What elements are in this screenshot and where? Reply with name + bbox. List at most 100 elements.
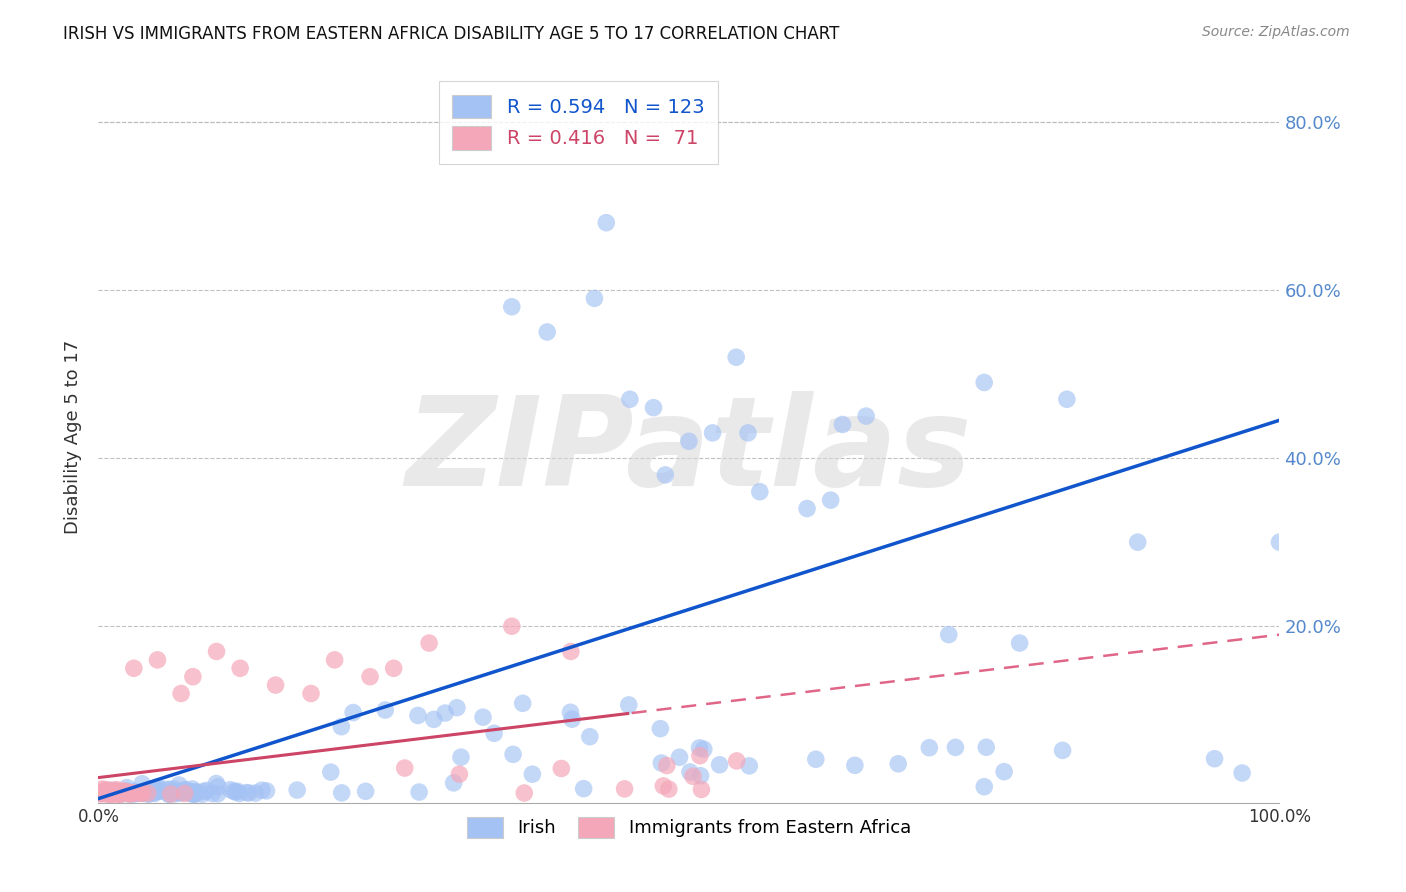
Point (97, 787, 120, 801)
Point (650, 756, 672, 770)
Point (690, 782, 713, 797)
Point (536, 325, 558, 339)
Point (184, 787, 207, 801)
Point (513, 786, 536, 800)
Point (112, 784, 135, 798)
Point (250, 783, 273, 797)
Point (170, 785, 193, 799)
Point (725, 350, 748, 364)
Point (725, 754, 748, 768)
Point (689, 769, 711, 783)
Point (973, 780, 995, 794)
Point (299, 686, 322, 700)
Point (918, 740, 941, 755)
Point (1056, 392, 1078, 407)
Point (748, 484, 770, 499)
Point (96, 785, 118, 799)
Point (219, 782, 242, 797)
Point (101, 783, 124, 797)
Point (619, 392, 641, 407)
Point (887, 756, 910, 771)
Point (354, 784, 377, 798)
Y-axis label: Disability Age 5 to 17: Disability Age 5 to 17 (63, 340, 82, 534)
Point (96, 786, 118, 800)
Point (184, 784, 207, 798)
Point (97, 784, 120, 798)
Point (131, 786, 153, 800)
Point (945, 740, 967, 755)
Point (91, 782, 114, 797)
Point (108, 787, 131, 801)
Point (449, 767, 471, 781)
Point (655, 758, 678, 772)
Point (89, 787, 111, 801)
Point (163, 781, 186, 796)
Point (128, 786, 150, 800)
Point (238, 786, 260, 800)
Point (118, 786, 141, 800)
Point (737, 425, 759, 440)
Point (118, 786, 141, 800)
Point (654, 467, 676, 482)
Point (256, 784, 278, 798)
Point (90, 786, 112, 800)
Point (121, 787, 143, 801)
Point (560, 705, 582, 719)
Point (264, 678, 287, 692)
Point (176, 783, 198, 797)
Point (163, 787, 186, 801)
Point (122, 787, 145, 801)
Point (709, 757, 731, 772)
Point (107, 787, 129, 801)
Point (167, 778, 190, 792)
Point (229, 661, 252, 675)
Point (96, 787, 118, 801)
Point (120, 787, 142, 801)
Point (146, 781, 169, 796)
Point (131, 786, 153, 800)
Point (224, 785, 246, 799)
Point (122, 786, 145, 800)
Point (323, 653, 346, 667)
Point (101, 787, 124, 801)
Point (98, 786, 121, 800)
Point (118, 787, 141, 801)
Point (406, 708, 429, 723)
Point (180, 787, 202, 801)
Point (112, 785, 135, 799)
Point (682, 769, 704, 783)
Point (143, 785, 166, 799)
Point (115, 785, 138, 799)
Point (118, 785, 141, 799)
Point (105, 782, 128, 797)
Point (330, 786, 353, 800)
Point (122, 787, 145, 801)
Point (1204, 752, 1226, 766)
Point (181, 782, 204, 797)
Point (595, 216, 617, 230)
Point (205, 776, 228, 790)
Point (796, 501, 818, 516)
Point (207, 787, 229, 801)
Point (222, 784, 245, 798)
Point (170, 686, 193, 700)
Point (678, 434, 700, 449)
Point (148, 784, 170, 798)
Point (148, 780, 170, 795)
Point (159, 782, 181, 797)
Point (136, 786, 159, 800)
Point (501, 300, 523, 314)
Point (501, 619, 523, 633)
Point (157, 787, 180, 801)
Point (1230, 766, 1253, 780)
Point (855, 409, 877, 423)
Point (226, 784, 249, 798)
Text: IRISH VS IMMIGRANTS FROM EASTERN AFRICA DISABILITY AGE 5 TO 17 CORRELATION CHART: IRISH VS IMMIGRANTS FROM EASTERN AFRICA … (63, 25, 839, 43)
Point (87, 786, 110, 800)
Point (96, 785, 118, 799)
Point (973, 376, 995, 390)
Point (668, 750, 690, 764)
Point (103, 787, 125, 801)
Point (165, 785, 187, 799)
Point (1126, 535, 1149, 549)
